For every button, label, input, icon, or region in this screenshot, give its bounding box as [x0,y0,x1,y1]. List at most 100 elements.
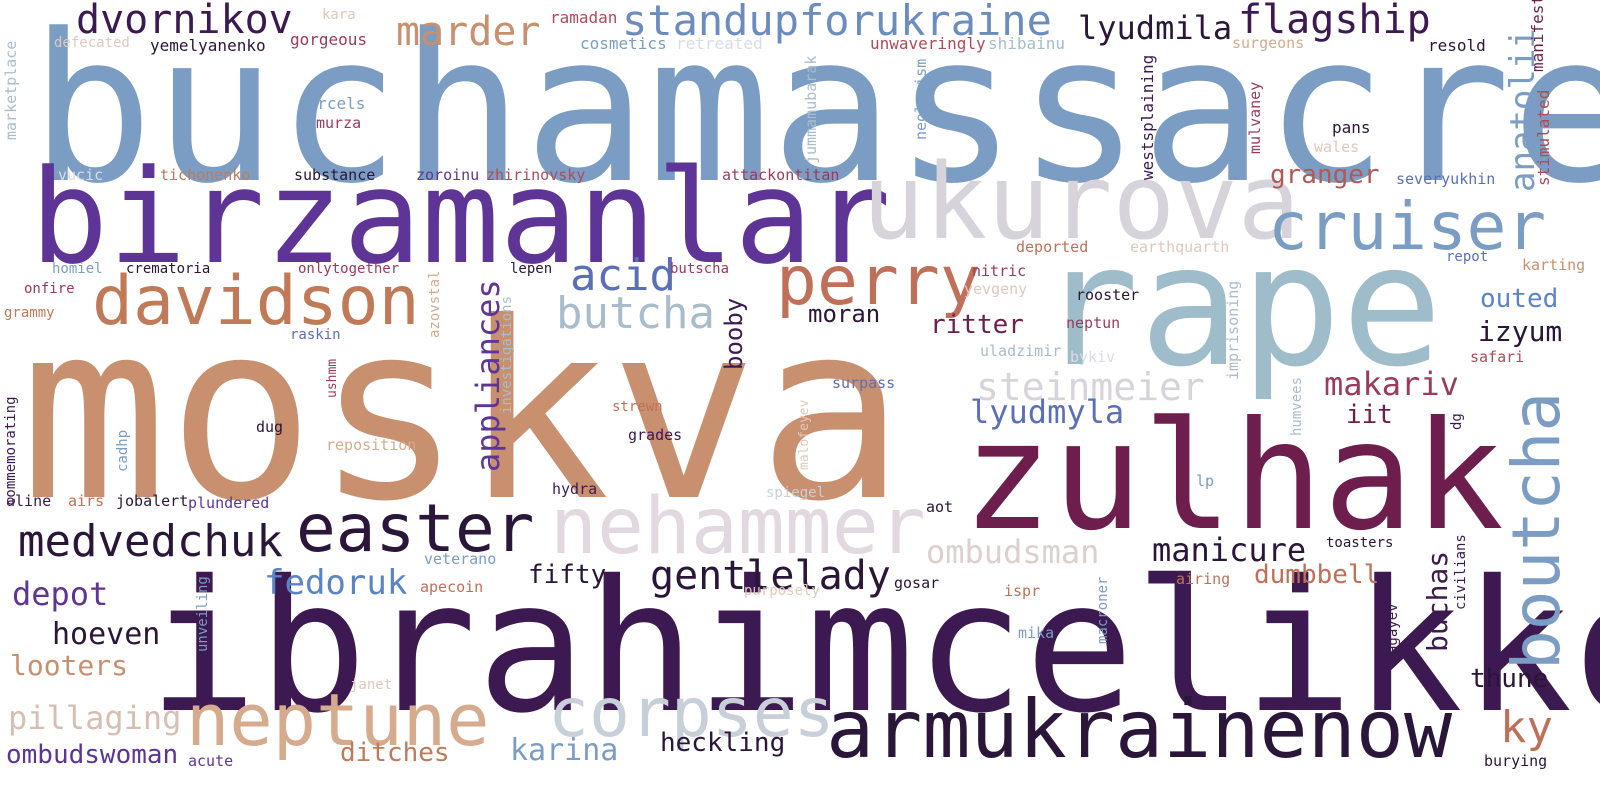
cloud-word: veterano [424,550,497,568]
cloud-word: grammy [4,305,55,321]
cloud-word: neptun [1066,314,1121,332]
cloud-word: pans [1332,118,1371,137]
cloud-word: investigations [499,295,515,414]
cloud-word: jobalert [116,492,189,510]
cloud-word: deported [1016,238,1089,256]
cloud-word: buchamassacre [30,0,1600,229]
cloud-word: uladzimir [980,342,1062,360]
cloud-word: flagship [1238,0,1431,43]
cloud-word: hoeven [52,617,161,652]
cloud-word: gentlelady [650,553,891,599]
cloud-word: granger [1270,160,1380,190]
cloud-word: purposely [744,583,820,599]
cloud-word: raskin [290,327,341,343]
cloud-word: onfire [24,281,75,297]
cloud-word: marketplace [2,40,20,140]
cloud-word: ispr [1004,582,1041,600]
cloud-word: birzamanlar [30,141,891,293]
cloud-word: bykiv [1070,348,1116,366]
cloud-word: lp [1196,472,1215,490]
cloud-word: wales [1314,138,1360,156]
cloud-word: severyukhin [1396,170,1496,188]
cloud-word: earthquarth [1130,238,1230,256]
cloud-word: manicure [1152,531,1307,569]
cloud-word: mulvaney [1246,81,1264,154]
cloud-word: ukurova [862,141,1301,263]
cloud-word: yevgeny [964,280,1028,298]
cloud-word: lyudmyla [970,393,1125,431]
cloud-word: zulhak [962,390,1504,564]
cloud-word: medvedchuk [18,516,283,567]
cloud-word: ramadan [550,8,618,27]
cloud-word: butcha [556,288,715,339]
cloud-word: makariv [1324,365,1459,403]
cloud-word: substance [294,166,376,184]
cloud-word: dg [1449,413,1465,430]
cloud-word: lyudmila [1078,9,1233,47]
cloud-word: manifest [1528,0,1547,72]
cloud-word: hydra [552,480,598,498]
cloud-word: strewn [612,399,663,415]
cloud-word: ombudswoman [6,740,179,770]
cloud-word: repot [1446,249,1489,265]
cloud-word: heckling [660,728,786,758]
cloud-word: gorgeous [290,30,368,49]
cloud-word: zoroinu [416,166,480,184]
cloud-word: neptune [186,678,490,762]
cloud-word: attackontitan [722,166,840,184]
cloud-word: fedoruk [264,563,408,603]
cloud-word: armukrainenow [826,683,1453,776]
cloud-word: homiel [52,261,103,277]
cloud-word: thune [1470,664,1549,694]
cloud-word: aline [6,492,52,510]
cloud-word: rooster [1076,286,1140,304]
cloud-word: dug [256,418,284,436]
cloud-word: surpass [832,374,896,392]
cloud-word: booby [720,297,748,370]
cloud-word: murza [316,114,362,132]
cloud-word: retreated [676,34,763,53]
cloud-word: gosar [894,574,940,592]
cloud-word: neologism [912,58,930,140]
cloud-word: parcels [298,94,366,113]
cloud-word: ditches [340,738,450,768]
cloud-word: reposition [326,436,417,454]
cloud-word: perry [776,242,981,321]
cloud-word: toasters [1326,535,1394,551]
cloud-word: cadhp [115,429,131,472]
cloud-word: easter [296,490,535,567]
cloud-word: spiegel [766,485,826,501]
cloud-word: resold [1428,36,1486,55]
cloud-word: imprisoning [1224,280,1242,380]
cloud-word: ushmm [325,358,340,398]
cloud-word: cruiser [1268,188,1547,265]
cloud-word: janet [350,677,393,693]
cloud-word: marder [396,9,541,55]
cloud-word: burying [1484,752,1548,770]
cloud-word: apecoin [420,578,484,596]
cloud-word: crematoria [126,261,211,277]
cloud-word: unwaveringly [870,34,986,53]
cloud-word: airs [68,492,105,510]
cloud-word: steinmeier [976,365,1205,409]
cloud-word: iit [1346,400,1393,430]
cloud-word: tichonenko [160,166,251,184]
cloud-word: moran [808,300,881,328]
cloud-word: humvees [1289,376,1305,436]
cloud-word: surgeons [1232,34,1305,52]
cloud-word: civilians [1453,534,1469,610]
cloud-word: lepen [510,261,553,277]
cloud-word: ky [1500,702,1553,753]
cloud-word: butscha [670,261,730,277]
cloud-word: shibainu [988,34,1066,53]
cloud-word: agayev [1385,603,1401,654]
cloud-word: safari [1470,348,1525,366]
cloud-word: karting [1522,256,1586,274]
cloud-word: aot [926,498,954,516]
cloud-word: standupforukraine [622,0,1052,45]
cloud-word: airing [1176,570,1231,588]
cloud-word: yemelyanenko [150,36,266,55]
cloud-word: fifty [528,560,607,590]
cloud-word: corpses [548,674,835,753]
cloud-word: vucic [58,166,104,184]
